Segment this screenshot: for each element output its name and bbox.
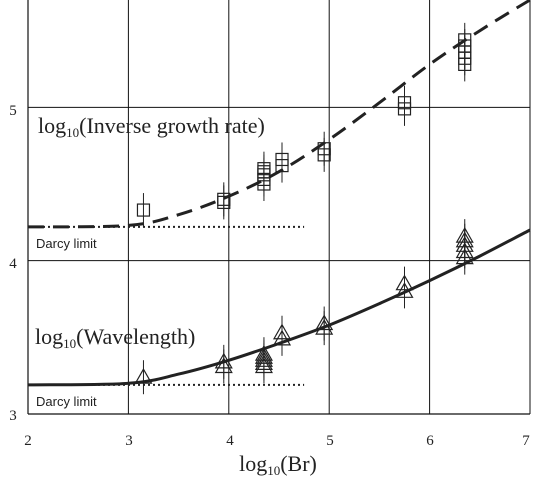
fit-curves <box>27 0 531 387</box>
x-axis-title-sub: 10 <box>267 463 280 478</box>
growth-rate-data-point <box>136 203 151 217</box>
x-tick-label: 6 <box>426 433 434 449</box>
darcy-limit-lines <box>28 225 305 386</box>
x-tick-label: 5 <box>326 433 334 449</box>
wavelength-data-point <box>272 323 292 340</box>
growth-rate-data-point <box>317 142 331 156</box>
wavelength-data-point <box>134 367 153 384</box>
grid <box>27 0 531 415</box>
growth-rate-darcy-limit-label: Darcy limit <box>36 236 97 251</box>
x-axis-title-rest: (Br) <box>280 451 317 476</box>
x-tick-label: 2 <box>24 433 32 449</box>
x-tick-label: 4 <box>226 433 234 449</box>
x-tick-label: 3 <box>125 433 133 449</box>
data-markers <box>134 22 474 395</box>
growth-rate-label-base: log <box>38 113 66 138</box>
wavelength-data-point <box>455 226 474 243</box>
growth-rate-series-label: log10(Inverse growth rate) <box>38 113 265 140</box>
growth-rate-data-point <box>275 152 289 167</box>
x-axis-title: log10(Br) <box>239 451 317 478</box>
wavelength-data-point <box>214 352 233 369</box>
growth-rate-label-rest: (Inverse growth rate) <box>79 113 265 138</box>
wavelength-series-label: log10(Wavelength) <box>35 324 195 351</box>
wavelength-data-point <box>315 314 334 331</box>
wavelength-data-point <box>395 274 414 291</box>
y-tick-label: 4 <box>9 256 17 272</box>
wavelength-label-rest: (Wavelength) <box>76 324 195 349</box>
growth-rate-fit-curve <box>27 0 531 229</box>
growth-rate-data-point <box>257 162 271 176</box>
y-tick-label: 3 <box>9 408 17 424</box>
growth-rate-data-point <box>397 96 412 110</box>
y-tick-label: 5 <box>9 103 17 119</box>
wavelength-fit-curve <box>27 228 531 387</box>
wavelength-label-sub: 10 <box>63 336 76 351</box>
growth-rate-data-point <box>458 33 472 47</box>
tick-labels: 2 3 4 5 6 7 3 4 5 <box>9 103 530 449</box>
x-axis-title-base: log <box>239 451 267 476</box>
wavelength-data-point <box>254 344 273 361</box>
growth-rate-label-sub: 10 <box>66 125 79 140</box>
x-tick-label: 7 <box>522 433 530 449</box>
growth-rate-data-point <box>217 192 231 206</box>
wavelength-label-base: log <box>35 324 63 349</box>
wavelength-darcy-limit-label: Darcy limit <box>36 394 97 409</box>
